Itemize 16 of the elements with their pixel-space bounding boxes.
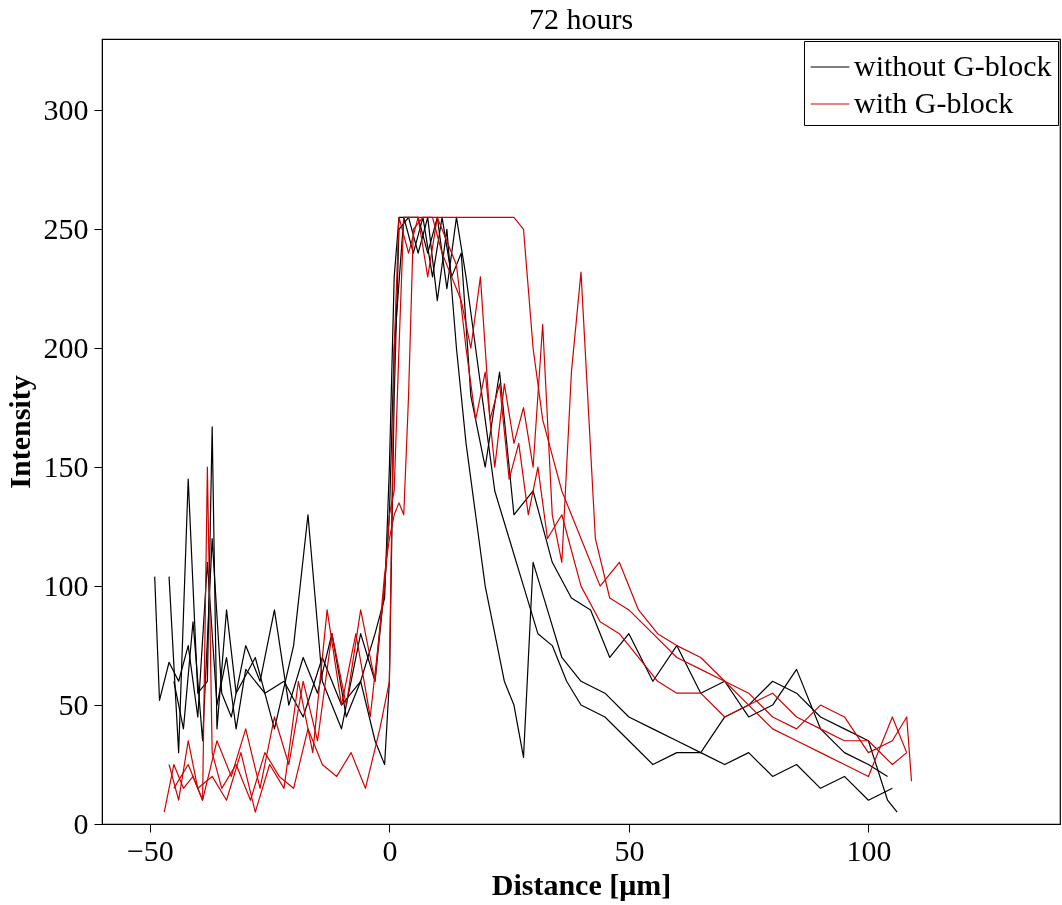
x-tick-label: 50 — [614, 833, 645, 867]
legend-label: without G-block — [854, 49, 1052, 82]
legend-label: with G-block — [854, 86, 1014, 119]
y-tick-label: 150 — [43, 449, 89, 483]
y-tick-label: 50 — [58, 687, 89, 721]
y-tick-label: 300 — [43, 92, 89, 126]
y-axis-title: Intensity — [2, 375, 36, 489]
x-tick-label: 0 — [382, 833, 398, 867]
x-tick-label: 100 — [846, 833, 892, 867]
chart-title: 72 hours — [528, 2, 634, 35]
y-tick-label: 250 — [43, 211, 89, 245]
y-tick-label: 100 — [43, 568, 89, 602]
x-tick-label: −50 — [126, 833, 174, 867]
y-tick-label: 200 — [43, 330, 89, 364]
y-tick-label: 0 — [73, 806, 89, 840]
x-axis-title: Distance [μm] — [491, 867, 672, 901]
